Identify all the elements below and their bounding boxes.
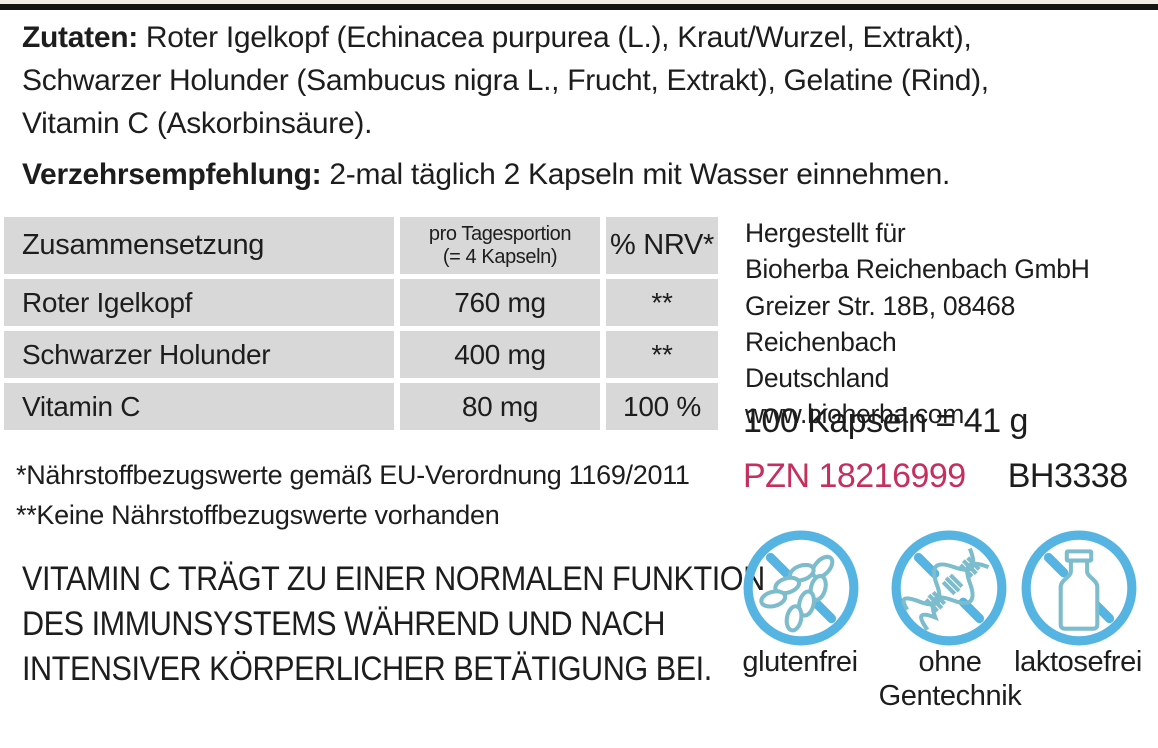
dna-glyph [901, 547, 990, 631]
table-cell-nrv: ** [606, 331, 718, 378]
footnote-nrv-reference: *Nährstoffbezugswerte gemäß EU-Verordnun… [16, 460, 690, 490]
manufacturer-line: Hergestellt für [745, 218, 906, 248]
table-cell-name: Roter Igelkopf [4, 279, 394, 326]
gluten-free-label: glutenfrei [742, 646, 858, 678]
gmo-free-label-line1: ohne [918, 646, 982, 678]
table-cell-nrv: ** [606, 279, 718, 326]
label-top-edge [0, 0, 1158, 4]
table-cell-amount: 80 mg [400, 383, 600, 430]
health-claim-line: INTENSIVER KÖRPERLICHER BETÄTIGUNG BEI. [22, 650, 712, 688]
label-top-border [0, 4, 1158, 10]
manufacturer-name: Bioherba Reichenbach GmbH [745, 254, 1090, 285]
table-header-composition: Zusammensetzung [4, 217, 394, 274]
table-header-per-portion-line2: (= 4 Kapseln) [442, 245, 558, 268]
table-header-per-portion: pro Tagesportion (= 4 Kapseln) [400, 217, 600, 274]
footnotes: *Nährstoffbezugswerte gemäß EU-Verordnun… [16, 455, 690, 535]
ingredients-text: Zutaten: Roter Igelkopf (Echinacea purpur… [22, 16, 989, 145]
composition-table: Zusammensetzung pro Tagesportion (= 4 Ka… [4, 217, 718, 430]
table-cell-nrv: 100 % [606, 383, 718, 430]
manufacturer-country: Deutschland [745, 363, 890, 394]
ingredients-line: Vitamin C (Askorbinsäure). [22, 107, 373, 140]
manufacturer-street: Greizer Str. 18B, 08468 Reichenbach [745, 290, 1016, 357]
table-cell-name: Vitamin C [4, 383, 394, 430]
dosage-heading: Verzehrsempfehlung: [22, 158, 322, 191]
no-lactose-icon [1021, 530, 1137, 646]
website-text: www.bioherba.com [745, 399, 965, 430]
lactose-free-label: laktosefrei [1014, 646, 1142, 678]
wheat-glyph [759, 554, 835, 633]
ingredients-line: Schwarzer Holunder (Sambucus nigra L., F… [22, 64, 989, 97]
pack-size-text: 100 Kapseln = 41 g [743, 402, 1028, 440]
table-header-per-portion-line1: pro Tagesportion [428, 222, 572, 245]
ingredients-heading: Zutaten: [22, 21, 138, 54]
health-claim-line: DES IMMUNSYSTEMS WÄHREND UND NACH [22, 605, 666, 643]
table-cell-amount: 760 mg [400, 279, 600, 326]
gmo-free-label-line2: Gentechnik [878, 680, 1022, 712]
health-claim-text: VITAMIN C TRÄGT ZU EINER NORMALEN FUNKTI… [22, 557, 765, 692]
table-cell-amount: 400 mg [400, 331, 600, 378]
health-claim-line: VITAMIN C TRÄGT ZU EINER NORMALEN FUNKTI… [22, 560, 765, 598]
table-header-nrv: % NRV* [606, 217, 718, 274]
milk-bottle-glyph [1058, 549, 1100, 631]
pzn-number: PZN 18216999 [743, 457, 966, 495]
no-gmo-icon [891, 530, 1007, 646]
footnote-no-nrv: **Keine Nährstoffbezugswerte vorhanden [16, 500, 500, 530]
no-gluten-icon [743, 530, 859, 646]
product-codes: PZN 18216999 BH3338 [743, 457, 1128, 496]
dosage-text: Verzehrsempfehlung: 2-mal täglich 2 Kapse… [22, 158, 950, 192]
ingredients-line: Roter Igelkopf (Echinacea purpurea (L.),… [145, 21, 972, 54]
dosage-line: 2-mal täglich 2 Kapseln mit Wasser einne… [329, 158, 951, 191]
manufacturer-address: Hergestellt für Bioherba Reichenbach Gmb… [745, 215, 1158, 433]
table-cell-name: Schwarzer Holunder [4, 331, 394, 378]
batch-code: BH3338 [1007, 457, 1128, 495]
